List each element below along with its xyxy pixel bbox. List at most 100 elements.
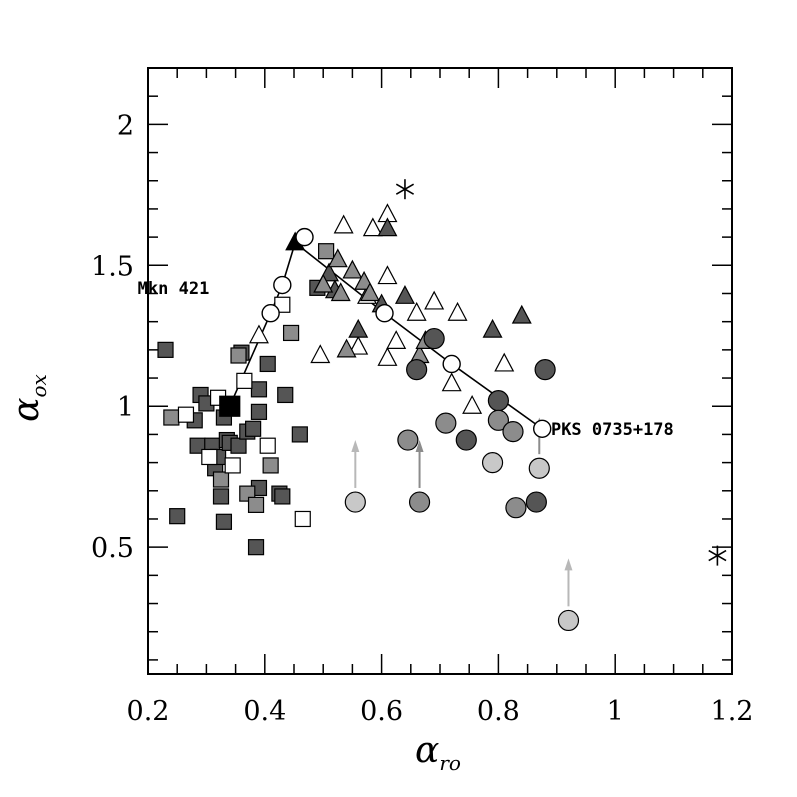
- y-tick-label: 0.5: [91, 533, 134, 564]
- square-marker: [318, 243, 335, 260]
- triangle-marker: [377, 217, 398, 237]
- track-circle-marker: [273, 275, 292, 295]
- triangle-marker: [377, 265, 398, 285]
- square-marker: [282, 324, 300, 342]
- square-marker: [215, 513, 233, 530]
- plot-border: [147, 67, 733, 675]
- triangle-marker: [348, 318, 369, 338]
- square-marker: [236, 372, 253, 389]
- star-marker: [395, 183, 415, 195]
- square-marker: [245, 420, 262, 437]
- y-tick-label: 1.5: [91, 251, 134, 282]
- triangle-marker: [336, 338, 357, 358]
- square-marker: [294, 510, 311, 528]
- triangle-marker: [348, 335, 369, 355]
- track-circle-marker: [442, 354, 461, 374]
- square-marker: [247, 539, 265, 556]
- triangle-marker: [482, 318, 503, 338]
- triangle-marker: [359, 282, 380, 302]
- y-axis-title: αox: [6, 374, 51, 422]
- triangle-marker: [330, 282, 351, 302]
- circle-marker: [435, 412, 457, 434]
- upper-limit-arrow-head: [415, 440, 424, 453]
- triangle-marker: [441, 372, 462, 392]
- square-marker: [291, 426, 308, 443]
- x-tick-label: 0.6: [360, 696, 403, 727]
- track-circle-marker: [375, 304, 394, 323]
- square-marker: [177, 406, 195, 423]
- track-circle-marker: [533, 419, 552, 438]
- circle-marker: [487, 389, 509, 412]
- square-marker: [247, 496, 265, 513]
- track-circle-marker: [295, 227, 314, 247]
- circle-marker: [397, 429, 419, 451]
- x-tick-label: 1.2: [711, 696, 754, 727]
- square-marker: [259, 355, 276, 373]
- triangle-marker: [462, 394, 483, 414]
- square-marker: [157, 341, 174, 358]
- x-axis-title: αro: [415, 730, 461, 775]
- triangle-marker: [406, 301, 427, 321]
- circle-marker: [557, 609, 580, 632]
- circle-marker: [505, 497, 527, 519]
- triangle-marker: [377, 347, 398, 366]
- triangle-marker: [511, 304, 532, 324]
- square-marker: [250, 403, 268, 420]
- circle-marker: [406, 358, 428, 381]
- square-marker: [262, 457, 279, 474]
- square-marker: [219, 395, 241, 417]
- square-marker: [201, 448, 218, 466]
- square-marker: [212, 488, 230, 505]
- circle-marker: [423, 327, 445, 350]
- circle-marker: [502, 421, 524, 443]
- annotation-mkn421: Mkn 421: [138, 279, 210, 299]
- triangle-marker: [394, 285, 415, 304]
- square-marker: [212, 471, 230, 488]
- triangle-marker: [342, 259, 363, 279]
- annotation-pks0735: PKS 0735+178: [551, 420, 674, 440]
- x-tick-label: 0.2: [127, 696, 170, 727]
- square-marker: [259, 437, 276, 454]
- circle-marker: [525, 491, 547, 513]
- triangle-marker: [447, 301, 468, 321]
- square-marker: [163, 409, 180, 426]
- square-marker: [274, 296, 291, 313]
- triangle-marker: [386, 330, 407, 350]
- triangle-marker: [333, 214, 354, 234]
- x-tick-label: 0.4: [243, 696, 286, 727]
- circle-marker: [408, 491, 431, 513]
- triangle-marker: [248, 324, 269, 344]
- x-tick-label: 1: [607, 696, 624, 727]
- triangle-marker: [494, 352, 515, 372]
- circle-marker: [487, 409, 509, 431]
- square-marker: [230, 437, 247, 454]
- axis-ticks: [147, 67, 733, 674]
- square-marker: [169, 508, 186, 525]
- square-marker: [274, 488, 291, 505]
- tick-labels: 0.2 0.4 0.6 0.8 1 1.2 0.5 1 1.5 2: [91, 110, 753, 727]
- data-points: [157, 179, 727, 632]
- track-circle-marker: [261, 304, 280, 323]
- upper-limit-arrow-head: [351, 440, 360, 453]
- triangle-marker: [327, 248, 348, 268]
- circle-marker: [455, 429, 477, 451]
- square-marker: [250, 381, 268, 398]
- y-tick-label: 1: [117, 392, 134, 423]
- plot-frame: [147, 67, 733, 675]
- circle-marker: [481, 452, 504, 474]
- y-tick-label: 2: [117, 110, 134, 141]
- upper-limit-arrow-head: [564, 558, 573, 571]
- square-marker: [277, 386, 294, 404]
- triangle-marker: [362, 217, 383, 237]
- square-marker: [224, 457, 241, 474]
- annotations: Mkn 421 PKS 0735+178: [138, 279, 674, 440]
- x-tick-label: 0.8: [477, 696, 520, 727]
- triangle-marker: [424, 290, 445, 310]
- circle-marker: [534, 358, 556, 381]
- square-marker: [230, 347, 247, 364]
- triangle-marker: [310, 344, 331, 364]
- circle-marker: [528, 457, 550, 479]
- triangle-marker: [313, 273, 334, 293]
- circle-marker: [344, 491, 366, 513]
